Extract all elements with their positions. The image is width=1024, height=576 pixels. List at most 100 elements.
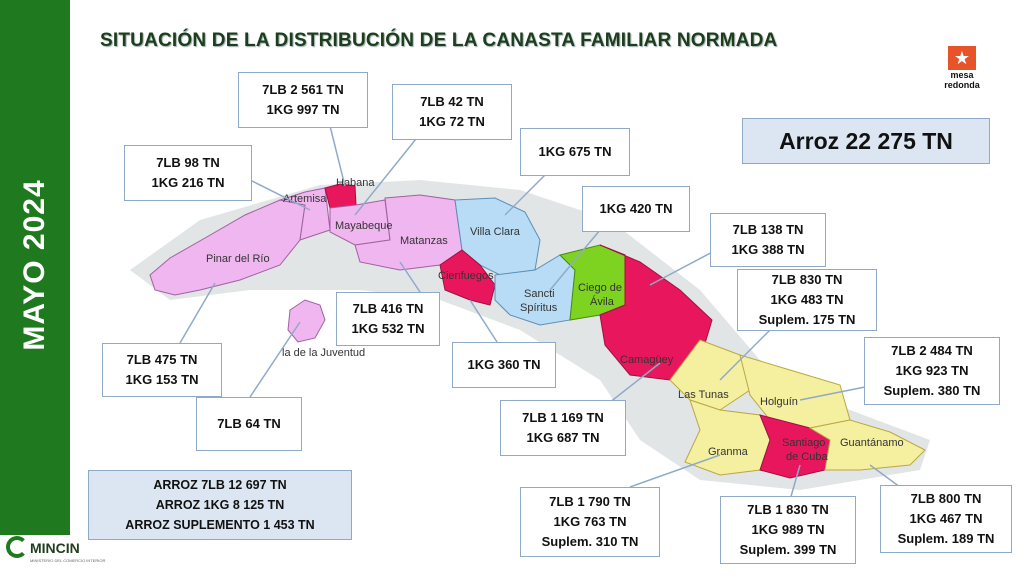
province-habana (324, 183, 357, 209)
callout-line: 1KG 388 TN (731, 242, 805, 257)
callout-line: 1KG 216 TN (151, 175, 225, 190)
callout-line: 7LB 1 830 TN (747, 502, 829, 517)
callout-cienfuegos: 1KG 360 TN (452, 342, 556, 388)
callout-guantanamo: 7LB 800 TN 1KG 467 TN Suplem. 189 TN (880, 485, 1012, 553)
page-title: SITUACIÓN DE LA DISTRIBUCIÓN DE LA CANAS… (100, 30, 778, 51)
leader-santiago (789, 464, 801, 501)
leader-granma (629, 454, 721, 488)
label-santiago-2: de Cuba (786, 451, 828, 463)
label-holguin: Holguín (760, 396, 798, 408)
callout-line: 1KG 153 TN (125, 372, 199, 387)
label-las-tunas: Las Tunas (678, 389, 729, 401)
rice-summary-box: ARROZ 7LB 12 697 TN ARROZ 1KG 8 125 TN A… (88, 470, 352, 540)
province-cienfuegos (439, 249, 496, 306)
label-mayabeque: Mayabeque (335, 220, 393, 232)
mincin-logo: MINCIN MINISTERIO DEL COMERCIO INTERIOR (4, 532, 105, 572)
leader-sancti (549, 229, 601, 291)
callout-line: 1KG 360 TN (467, 357, 541, 372)
callout-line: Suplem. 310 TN (541, 534, 639, 549)
leader-pinar (179, 282, 216, 344)
leader-ciego (649, 247, 721, 286)
label-camaguey: Camagüey (620, 354, 674, 366)
callout-mayabeque: 7LB 42 TN 1KG 72 TN (392, 84, 512, 140)
callout-line: 1KG 467 TN (909, 511, 983, 526)
callout-line: 7LB 830 TN (771, 272, 843, 287)
leader-guantanamo (869, 464, 901, 488)
label-ciego-2: Ávila (590, 295, 615, 308)
callout-camaguey-top: 7LB 830 TN 1KG 483 TN Suplem. 175 TN (737, 269, 877, 331)
label-santiago-1: Santiago (782, 437, 825, 449)
brand-line-2: redonda (944, 80, 980, 90)
province-guantanamo (808, 419, 926, 471)
callout-isla-juventud: 7LB 64 TN (196, 397, 302, 451)
callout-sancti-spiritus: 1KG 420 TN (582, 186, 690, 232)
province-isla-juventud (287, 299, 326, 343)
callout-santiago-de-cuba: 7LB 1 830 TN 1KG 989 TN Suplem. 399 TN (720, 496, 856, 564)
rice-total-box: Arroz 22 275 TN (742, 118, 990, 164)
mesa-redonda-logo: ★ mesa redonda (940, 46, 984, 90)
label-pinar: Pinar del Río (206, 253, 270, 265)
callout-line: 1KG 997 TN (266, 102, 340, 117)
callout-line: 7LB 1 169 TN (522, 410, 604, 425)
label-sancti-2: Spíritus (520, 302, 558, 314)
summary-line: ARROZ 7LB 12 697 TN (153, 478, 287, 492)
label-guantanamo: Guantánamo (840, 437, 904, 449)
callout-line: 1KG 763 TN (553, 514, 627, 529)
callout-line: Suplem. 399 TN (739, 542, 837, 557)
date-sidebar: MAYO 2024 (0, 0, 70, 535)
callout-line: 7LB 800 TN (910, 491, 982, 506)
province-matanzas (354, 194, 463, 271)
callout-line: 1KG 532 TN (351, 321, 425, 336)
callout-line: 1KG 687 TN (526, 430, 600, 445)
callout-pinar-del-rio: 7LB 475 TN 1KG 153 TN (102, 343, 222, 397)
star-icon: ★ (948, 46, 976, 70)
label-isla: la de la Juventud (282, 347, 365, 359)
label-sancti-1: Sancti (524, 288, 555, 300)
leader-cienfuegos (469, 299, 498, 343)
callout-line: 1KG 675 TN (538, 144, 612, 159)
callout-line: 7LB 42 TN (420, 94, 484, 109)
leader-matanzas (399, 261, 421, 293)
callout-granma: 7LB 1 790 TN 1KG 763 TN Suplem. 310 TN (520, 487, 660, 557)
mincin-name: MINCIN (30, 540, 80, 556)
label-habana: Habana (336, 177, 375, 189)
callout-ciego-de-avila: 7LB 138 TN 1KG 388 TN (710, 213, 826, 267)
label-granma: Granma (708, 446, 749, 458)
callout-line: 7LB 64 TN (217, 416, 281, 431)
brand-line-1: mesa (950, 70, 974, 80)
callout-line: Suplem. 380 TN (883, 383, 981, 398)
label-villa-clara: Villa Clara (470, 226, 521, 238)
callout-line: 1KG 72 TN (419, 114, 485, 129)
callout-line: 7LB 138 TN (732, 222, 804, 237)
callout-line: 7LB 475 TN (126, 352, 198, 367)
callout-line: 7LB 2 561 TN (262, 82, 344, 97)
label-cienfuegos: Cienfuegos (438, 270, 494, 282)
callout-habana: 7LB 2 561 TN 1KG 997 TN (238, 72, 368, 128)
callout-villa-clara: 1KG 675 TN (520, 128, 630, 176)
callout-line: 1KG 989 TN (751, 522, 825, 537)
leader-holguin (799, 384, 876, 401)
leader-isla (249, 321, 301, 398)
label-matanzas: Matanzas (400, 235, 448, 247)
summary-line: ARROZ SUPLEMENTO 1 453 TN (125, 518, 315, 532)
callout-line: 1KG 483 TN (770, 292, 844, 307)
callout-camaguey: 7LB 1 169 TN 1KG 687 TN (500, 400, 626, 456)
mincin-subtitle: MINISTERIO DEL COMERCIO INTERIOR (30, 558, 106, 563)
mincin-c-icon (6, 536, 28, 558)
callout-matanzas: 7LB 416 TN 1KG 532 TN (336, 292, 440, 346)
callout-line: 1KG 420 TN (599, 201, 673, 216)
callout-artemisa: 7LB 98 TN 1KG 216 TN (124, 145, 252, 201)
summary-line: ARROZ 1KG 8 125 TN (155, 498, 285, 512)
label-ciego-1: Ciego de (578, 282, 622, 294)
callout-line: Suplem. 189 TN (897, 531, 995, 546)
leader-mayabeque (354, 133, 421, 216)
callout-line: 7LB 416 TN (352, 301, 424, 316)
callout-line: 7LB 2 484 TN (891, 343, 973, 358)
callout-line: 7LB 98 TN (156, 155, 220, 170)
leader-villa-clara (504, 174, 546, 216)
callout-line: 7LB 1 790 TN (549, 494, 631, 509)
leader-habana (329, 125, 346, 187)
callout-holguin: 7LB 2 484 TN 1KG 923 TN Suplem. 380 TN (864, 337, 1000, 405)
province-camaguey (599, 244, 713, 381)
